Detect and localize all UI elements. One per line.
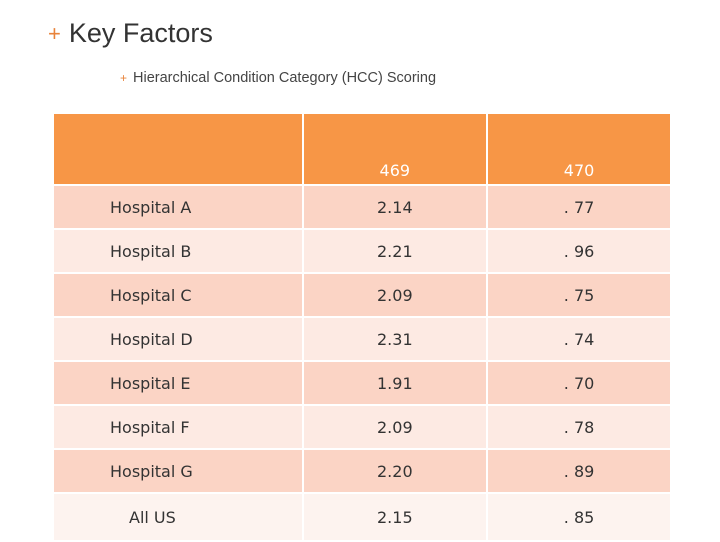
table-row: Hospital A 2.14 . 77: [54, 185, 672, 230]
score-470: . 96: [487, 229, 672, 274]
hospital-name: Hospital C: [54, 273, 304, 318]
score-469: 1.91: [302, 361, 489, 406]
hospital-name: Hospital D: [54, 317, 304, 362]
table-row: Hospital C 2.09 . 75: [54, 273, 672, 318]
plus-icon: +: [120, 71, 128, 85]
score-469: 2.09: [302, 405, 489, 450]
table-row: Hospital G 2.20 . 89: [54, 449, 672, 494]
slide-title: + Key Factors: [48, 18, 213, 49]
hospital-name: All US: [54, 493, 304, 542]
score-470: . 74: [487, 317, 672, 362]
score-470: . 78: [487, 405, 672, 450]
table-row: Hospital F 2.09 . 78: [54, 405, 672, 450]
hcc-score-table: 469 470 Hospital A 2.14 . 77 Hospital B …: [54, 114, 672, 542]
slide-title-text: Key Factors: [68, 18, 213, 48]
score-470: . 75: [487, 273, 672, 318]
hospital-name: Hospital E: [54, 361, 304, 406]
score-470: . 89: [487, 449, 672, 494]
table-row: Hospital D 2.31 . 74: [54, 317, 672, 362]
score-469: 2.15: [302, 493, 489, 542]
score-469: 2.09: [302, 273, 489, 318]
score-469: 2.21: [302, 229, 489, 274]
header-cell-469: 469: [302, 114, 489, 186]
header-cell-470: 470: [487, 114, 672, 186]
hospital-name: Hospital B: [54, 229, 304, 274]
score-470: . 77: [487, 185, 672, 230]
slide-subtitle-text: Hierarchical Condition Category (HCC) Sc…: [133, 70, 437, 86]
hospital-name: Hospital A: [54, 185, 304, 230]
score-470: . 70: [487, 361, 672, 406]
score-470: . 85: [487, 493, 672, 542]
header-cell-empty: [54, 114, 304, 186]
score-469: 2.31: [302, 317, 489, 362]
slide-subtitle: + Hierarchical Condition Category (HCC) …: [120, 70, 436, 86]
score-469: 2.14: [302, 185, 489, 230]
table-row: Hospital E 1.91 . 70: [54, 361, 672, 406]
hospital-name: Hospital F: [54, 405, 304, 450]
table-row-total: All US 2.15 . 85: [54, 493, 672, 542]
table-header-row: 469 470: [54, 114, 672, 186]
table-row: Hospital B 2.21 . 96: [54, 229, 672, 274]
hospital-name: Hospital G: [54, 449, 304, 494]
score-469: 2.20: [302, 449, 489, 494]
plus-icon: +: [48, 20, 61, 46]
